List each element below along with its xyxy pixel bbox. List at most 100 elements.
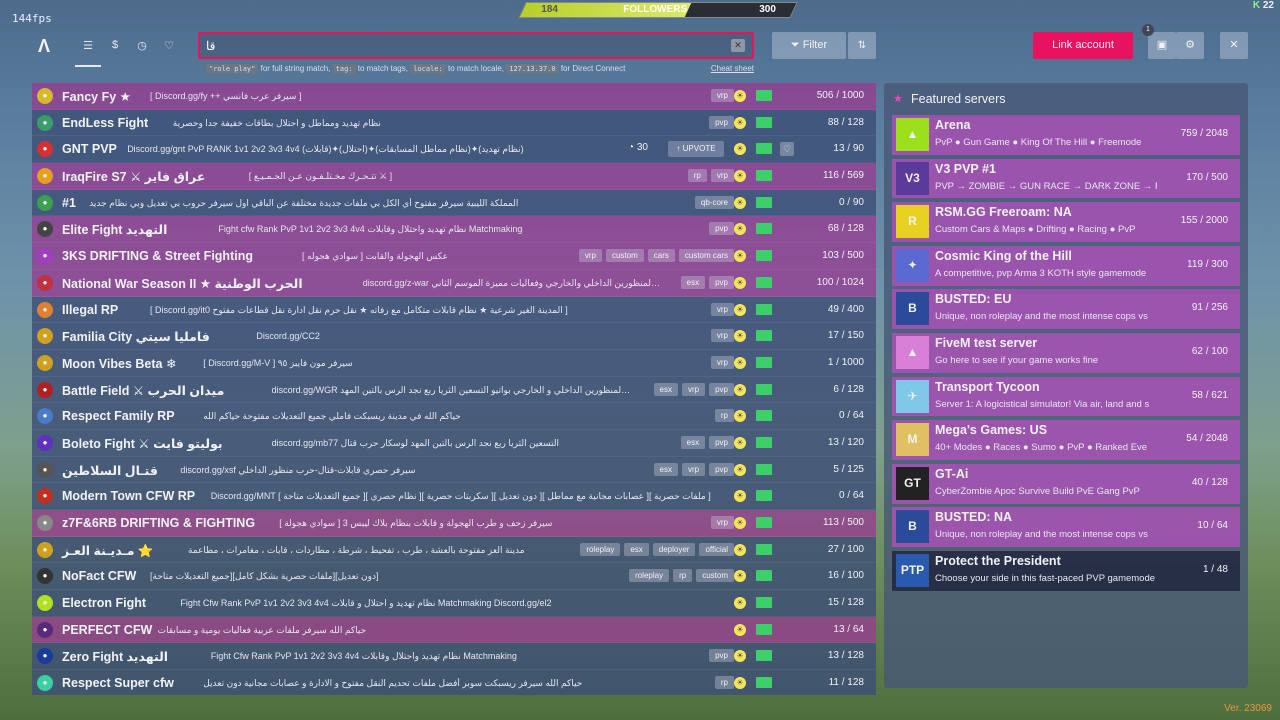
sort-button[interactable]: ⇅ bbox=[848, 32, 876, 59]
server-description: [ Discord.gg/fy ++ سيرفر عرب فانسي ] bbox=[150, 91, 302, 101]
clear-search-icon[interactable]: ✕ bbox=[731, 39, 745, 52]
server-tag[interactable]: pvp bbox=[709, 462, 734, 476]
notifications-button[interactable]: 1 ▣ bbox=[1142, 24, 1176, 59]
server-tag[interactable]: vrp bbox=[710, 329, 734, 343]
cheat-sheet-link[interactable]: Cheat sheet bbox=[710, 64, 754, 73]
server-row[interactable]: ● EndLess Fight نظام تهديد ومماطل و احتلال… bbox=[32, 109, 876, 137]
server-tag[interactable]: roleplay bbox=[580, 542, 621, 556]
server-tag[interactable]: esx bbox=[624, 542, 649, 556]
server-row[interactable]: ● Respect Family RP حياكم الله في مدينة ري… bbox=[32, 403, 876, 430]
server-tag[interactable]: rp bbox=[714, 676, 734, 690]
server-tag[interactable]: roleplay bbox=[629, 569, 670, 583]
server-tag[interactable]: vrp bbox=[710, 516, 734, 529]
server-row[interactable]: ● مـديـنة العـز ⭐ مدينة العز مفتوحة بالعشة… bbox=[32, 536, 876, 564]
server-tag[interactable]: custom bbox=[696, 569, 734, 583]
server-tag[interactable]: vrp bbox=[578, 249, 602, 263]
server-tag[interactable]: pvp bbox=[709, 435, 734, 449]
server-tag[interactable]: qb-core bbox=[694, 195, 734, 209]
close-button[interactable]: ✕ bbox=[1220, 32, 1248, 59]
server-row[interactable]: ● GNT PVP Discord.gg/gnt PvP RANK 1v1 2v2 … bbox=[32, 136, 876, 164]
featured-server-card[interactable]: ✈ Transport Tycoon Server 1: A logicistica… bbox=[892, 376, 1240, 417]
top-bar: Λ ☰ $ ◷ ♡ ✕ "role play" for full string … bbox=[32, 24, 1248, 74]
server-row[interactable]: ● Fancy Fy ★ [ Discord.gg/fy ++ سيرفر عرب … bbox=[32, 83, 876, 110]
fivem-logo[interactable]: Λ bbox=[38, 36, 51, 56]
server-tag[interactable]: vrp bbox=[681, 382, 706, 396]
featured-server-card[interactable]: ▲ FiveM test server Go here to see if your… bbox=[892, 333, 1240, 373]
server-tag[interactable]: vrp bbox=[710, 302, 734, 316]
server-row[interactable]: ● قتـال السلاطين discord.gg/xsf سيرفر حصري… bbox=[32, 456, 876, 484]
server-row[interactable]: ● 3KS DRIFTING & Street Fighting [ سوادي ه… bbox=[32, 243, 876, 270]
filter-button[interactable]: ⏷ Filter bbox=[772, 32, 846, 59]
server-row[interactable]: ● Battle Field ⚔ ميدان الحرب discord.gg/WG… bbox=[32, 376, 876, 404]
server-tag[interactable]: deployer bbox=[652, 542, 696, 556]
server-tag[interactable]: esx bbox=[680, 275, 706, 289]
server-row[interactable]: ● z7F&6RB DRIFTING & FIGHTING [ سوادي هجول… bbox=[32, 510, 876, 537]
heart-icon[interactable]: ♡ bbox=[164, 40, 174, 52]
flag-icon bbox=[756, 196, 772, 208]
server-row[interactable]: ● Boleto Fight ⚔ بوليتو فايت discord.gg/mb… bbox=[32, 429, 876, 457]
server-tag[interactable]: rp bbox=[673, 569, 693, 583]
server-row[interactable]: ● Zero Fight التهديد Fight Cfw Rank PvP 1v… bbox=[32, 643, 876, 671]
server-name: Respect Super cfw bbox=[62, 676, 174, 691]
search-box[interactable]: ✕ bbox=[198, 32, 754, 59]
server-tag[interactable]: pvp bbox=[709, 649, 734, 663]
featured-server-card[interactable]: PTP Protect the President Choose your side… bbox=[892, 551, 1240, 591]
featured-player-count: 119 / 300 bbox=[1187, 258, 1228, 270]
server-tag[interactable]: vrp bbox=[710, 355, 734, 369]
server-tag[interactable]: pvp bbox=[709, 382, 734, 396]
server-tag[interactable]: pvp bbox=[709, 115, 734, 129]
server-row[interactable]: ● PERFECT CFW حياكم الله سيرفر ملفات عربية… bbox=[32, 616, 876, 644]
flag-icon bbox=[756, 650, 772, 662]
server-row[interactable]: ● Modern Town CFW RP Discord.gg/MNT [ جميع… bbox=[32, 483, 876, 510]
server-tag[interactable]: esx bbox=[653, 462, 678, 476]
server-tags: pvp bbox=[709, 649, 734, 663]
server-description: [ سوادي هجولة ] سيرفر زحف و طرب الهجولة … bbox=[279, 518, 553, 528]
favorite-heart-icon[interactable]: ♡ bbox=[780, 142, 794, 157]
server-tag[interactable]: vrp bbox=[710, 89, 734, 102]
server-row[interactable]: ● #1 المملكة الليبية سيرفر مفتوح أي الكل ب… bbox=[32, 189, 876, 217]
server-tag[interactable]: esx bbox=[680, 435, 706, 449]
featured-server-card[interactable]: V3 V3 PVP #1 PVP → ZOMBIE → GUN RACE → DAR… bbox=[892, 158, 1240, 199]
featured-server-description: Server 1: A logicistical simulator! Via … bbox=[935, 398, 1150, 410]
featured-server-card[interactable]: B BUSTED: NA Unique, non roleplay and the … bbox=[892, 507, 1240, 548]
sun-icon: ☀ bbox=[734, 623, 746, 636]
featured-server-card[interactable]: GT GT-Ai CyberZombie Apoc Survive Build Pv… bbox=[892, 463, 1240, 504]
upvote-button[interactable]: ↑ UPVOTE bbox=[668, 141, 724, 158]
server-row[interactable]: ● NoFact CFW [جميع التعديلات متاحة][ملفات … bbox=[32, 563, 876, 591]
server-tag[interactable]: cars bbox=[647, 249, 675, 263]
history-icon[interactable]: ◷ bbox=[137, 40, 147, 52]
server-tag[interactable]: rp bbox=[687, 169, 707, 183]
featured-server-card[interactable]: ▲ Arena PvP ● Gun Game ● King Of The Hill … bbox=[892, 115, 1240, 155]
server-row[interactable]: ● National War Season II ★ الحرب الوطنية d… bbox=[32, 269, 876, 297]
search-hints: "role play" for full string match, tag: … bbox=[206, 64, 754, 74]
server-description: Discord.gg/gnt PvP RANK 1v1 2v2 3v3 4v4 … bbox=[127, 144, 524, 155]
list-icon[interactable]: ☰ bbox=[75, 39, 101, 67]
server-row[interactable]: ● Respect Super cfw حياكم الله سيرفر ريسبك… bbox=[32, 670, 876, 695]
server-tag[interactable]: official bbox=[699, 542, 734, 556]
server-tag[interactable]: pvp bbox=[709, 275, 734, 289]
featured-server-card[interactable]: B BUSTED: EU Unique, non roleplay and the … bbox=[892, 289, 1240, 330]
server-row[interactable]: ● IraqFire S7 ⚔ عراق فاير [ تتـحـرك مخـتلـ… bbox=[32, 163, 876, 190]
featured-server-name: Transport Tycoon bbox=[935, 379, 1040, 394]
settings-button[interactable]: ⚙ bbox=[1176, 32, 1204, 59]
server-tag[interactable]: vrp bbox=[681, 462, 706, 476]
hint-text: for full string match, bbox=[260, 64, 331, 73]
featured-server-card[interactable]: ✦ Cosmic King of the Hill A competitive, p… bbox=[892, 245, 1240, 286]
server-row[interactable]: ● Electron Fight Fight Cfw Rank PvP 1v1 2v… bbox=[32, 590, 876, 617]
server-row[interactable]: ● Elite Fight التهديد Fight cfw Rank PvP 1… bbox=[32, 216, 876, 244]
server-tag[interactable]: custom bbox=[605, 249, 644, 263]
dollar-icon[interactable]: $ bbox=[111, 39, 119, 51]
server-tag[interactable]: vrp bbox=[710, 169, 734, 183]
featured-server-card[interactable]: R RSM.GG Freeroam: NA Custom Cars & Maps ●… bbox=[892, 202, 1240, 242]
server-tag[interactable]: esx bbox=[653, 382, 678, 396]
server-row[interactable]: ● Familia City فامليا سيتي Discord.gg/CC2 v… bbox=[32, 323, 876, 350]
link-account-button[interactable]: Link account bbox=[1033, 32, 1133, 59]
featured-server-card[interactable]: M Mega's Games: US 40+ Modes ● Races ● Sum… bbox=[892, 420, 1240, 460]
server-row[interactable]: ● Illegal RP [ Discord.gg/it0 المدينة الغي… bbox=[32, 296, 876, 324]
server-tag[interactable]: rp bbox=[714, 409, 734, 423]
server-row[interactable]: ● Moon Vibes Beta ❄ [ Discord.gg/M-V ] سير… bbox=[32, 349, 876, 377]
server-tag[interactable]: pvp bbox=[709, 222, 734, 236]
server-tag[interactable]: custom cars bbox=[678, 249, 734, 263]
search-input[interactable] bbox=[200, 34, 752, 57]
sun-icon: ☀ bbox=[734, 517, 746, 529]
